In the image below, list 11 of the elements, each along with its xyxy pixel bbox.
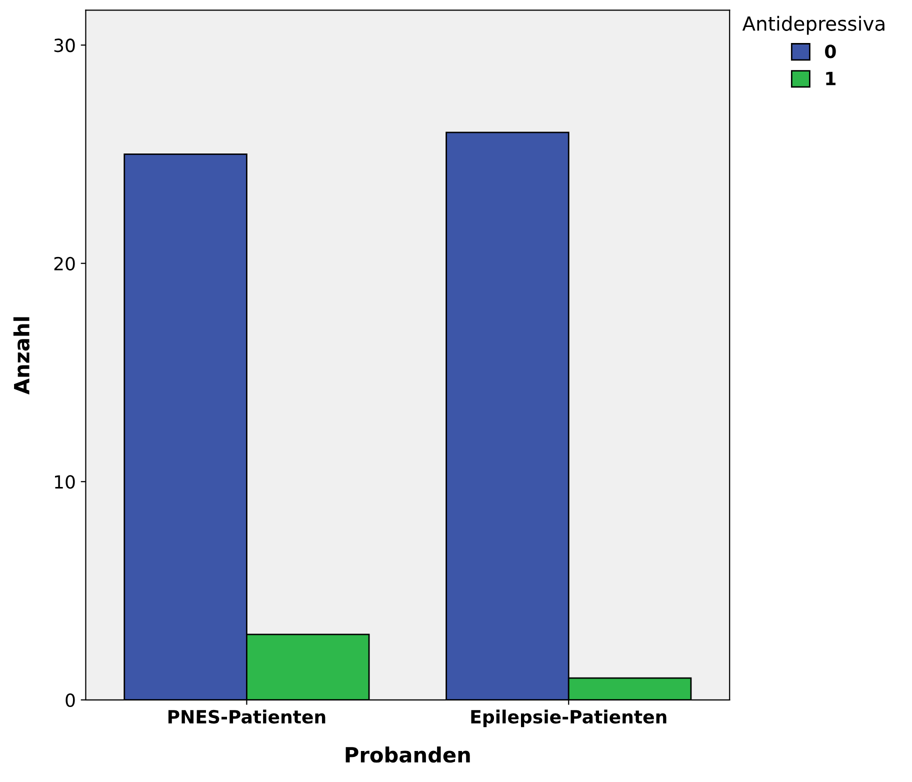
y-tick-label: 0 bbox=[66, 693, 75, 708]
y-tick-label: 10 bbox=[55, 475, 75, 489]
x-axis-title: Probanden bbox=[346, 746, 470, 763]
x-tick-label: PNES-Patienten bbox=[168, 710, 326, 724]
y-axis-title: Anzahl bbox=[13, 317, 30, 394]
y-tick-label: 20 bbox=[54, 256, 75, 270]
legend-label: 1 bbox=[826, 72, 836, 86]
x-tick-label: Epilepsie-Patienten bbox=[471, 710, 666, 728]
legend-label: 0 bbox=[825, 44, 836, 58]
y-tick-label: 30 bbox=[54, 38, 75, 52]
legend-title: Antidepressiva bbox=[742, 16, 884, 35]
